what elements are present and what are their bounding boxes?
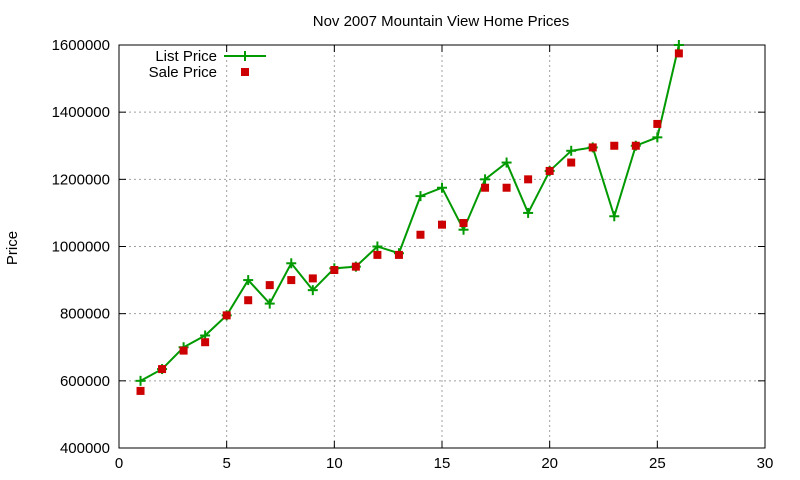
sale-price-point — [481, 183, 490, 192]
y-tick-label: 600000 — [60, 373, 110, 390]
sale-price-point — [158, 365, 167, 374]
sale-price-point — [244, 296, 253, 305]
series-layer — [135, 40, 684, 395]
sale-price-point — [308, 274, 317, 283]
sale-price-point — [459, 218, 468, 227]
list-price-point — [437, 182, 447, 193]
sale-price-point — [330, 266, 339, 275]
sale-price-point — [287, 276, 296, 285]
x-tick-label: 25 — [649, 455, 666, 472]
sale-price-point — [438, 220, 446, 229]
y-tick-label: 1600000 — [52, 37, 110, 54]
sale-price-point — [588, 143, 597, 152]
x-tick-label: 5 — [222, 455, 230, 472]
sale-price-point — [524, 175, 533, 184]
x-tick-label: 0 — [115, 455, 123, 472]
list-price-point — [243, 275, 254, 286]
y-tick-label: 400000 — [60, 440, 110, 457]
sale-price-point — [610, 141, 619, 150]
legend-label-list-price: List Price — [155, 48, 217, 65]
list-price-point — [673, 40, 684, 50]
sale-price-point — [222, 311, 231, 320]
y-tick-label: 1200000 — [52, 171, 110, 188]
grid-layer — [119, 45, 765, 448]
axis-layer: 0 5 10 15 20 25 30 400000 600000 800000 1000000 120… — [52, 37, 774, 472]
x-tick-label: 20 — [541, 455, 558, 472]
x-tick-label: 10 — [326, 455, 343, 472]
sale-price-point — [351, 262, 360, 271]
list-price-point — [372, 241, 383, 252]
sale-price-point — [545, 166, 554, 175]
sale-price-point — [179, 346, 188, 355]
list-price-point — [523, 207, 534, 218]
list-price-point — [135, 375, 146, 386]
y-tick-label: 1000000 — [52, 239, 110, 256]
y-axis-label: Price — [4, 231, 21, 265]
sale-price-point — [631, 141, 640, 150]
list-price-point — [480, 174, 491, 185]
y-tick-label: 800000 — [60, 306, 110, 323]
list-price-point — [652, 132, 663, 143]
legend-marker-sale-price — [241, 68, 249, 76]
sale-price-point — [394, 250, 403, 259]
x-tick-label: 15 — [434, 455, 451, 472]
sale-price-point — [653, 119, 662, 128]
y-tick-label: 1400000 — [52, 104, 110, 121]
list-price-point — [609, 211, 620, 222]
sale-price-point — [567, 158, 576, 167]
sale-price-point — [674, 49, 683, 58]
sale-price-point — [136, 386, 145, 395]
list-price-line — [140, 44, 680, 382]
sale-price-point — [502, 183, 511, 192]
list-price-point — [566, 145, 577, 156]
sale-price-point — [416, 230, 425, 239]
sale-price-point — [265, 281, 274, 290]
sale-price-point — [201, 338, 210, 347]
list-price-point — [415, 191, 426, 202]
list-price-point — [264, 298, 275, 309]
list-price-point — [286, 258, 297, 269]
chart-title: Nov 2007 Mountain View Home Prices — [313, 13, 570, 30]
x-tick-label: 30 — [757, 455, 774, 472]
sale-price-point — [373, 250, 382, 259]
list-price-point — [501, 157, 512, 168]
list-price-point — [307, 285, 318, 296]
legend-label-sale-price: Sale Price — [149, 64, 217, 81]
